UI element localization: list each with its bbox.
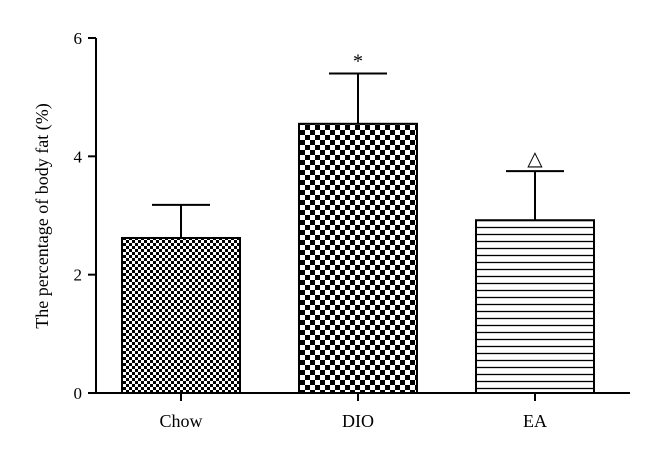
y-axis-label: The percentage of body fat (%) [32,103,53,328]
error-bar-ea [506,170,564,221]
bar-ea [475,219,595,394]
significance-mark-dio: * [353,51,363,73]
bar-chow [121,236,241,394]
x-axis-ticks: Chow DIO EA [159,393,547,431]
bars [121,122,595,395]
x-tick-label: EA [523,411,547,431]
y-tick-label: 6 [74,29,83,48]
x-tick-label: Chow [159,411,202,431]
error-bar-dio [329,72,387,124]
y-tick-label: 2 [74,266,83,285]
y-axis-ticks: 0 2 4 6 [74,29,96,403]
error-bar-chow [152,203,210,238]
significance-annotations: *△ [353,51,543,171]
error-bars [152,72,564,238]
y-tick-label: 0 [74,384,83,403]
y-tick-label: 4 [74,147,83,166]
bar-dio [298,122,418,395]
x-tick-label: DIO [342,411,374,431]
significance-mark-ea: △ [527,148,543,170]
